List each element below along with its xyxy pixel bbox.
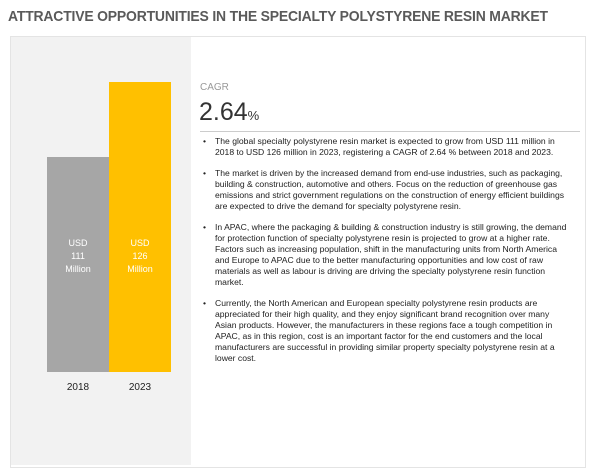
bullet: The market is driven by the increased de… bbox=[200, 168, 572, 212]
bullet: Currently, the North American and Europe… bbox=[200, 298, 572, 364]
bullet: The global specialty polystyrene resin m… bbox=[200, 136, 572, 158]
cagr-unit: % bbox=[247, 108, 260, 123]
cagr-number: 2.64 bbox=[199, 98, 248, 126]
x-tick-label: 2023 bbox=[128, 382, 152, 393]
bar bbox=[109, 82, 171, 372]
bar bbox=[47, 157, 109, 372]
value-label: USD 126 Million bbox=[127, 238, 153, 274]
value-label: USD 111 Million bbox=[65, 238, 91, 274]
x-tick-label: 2018 bbox=[66, 382, 90, 393]
cagr-label: CAGR bbox=[200, 82, 229, 93]
cagr-value: 2.64% bbox=[199, 98, 259, 127]
bullet-list: The global specialty polystyrene resin m… bbox=[200, 136, 572, 374]
bullet: In APAC, where the packaging & building … bbox=[200, 222, 572, 288]
title: ATTRACTIVE OPPORTUNITIES IN THE SPECIALT… bbox=[8, 8, 548, 25]
divider bbox=[200, 131, 580, 132]
